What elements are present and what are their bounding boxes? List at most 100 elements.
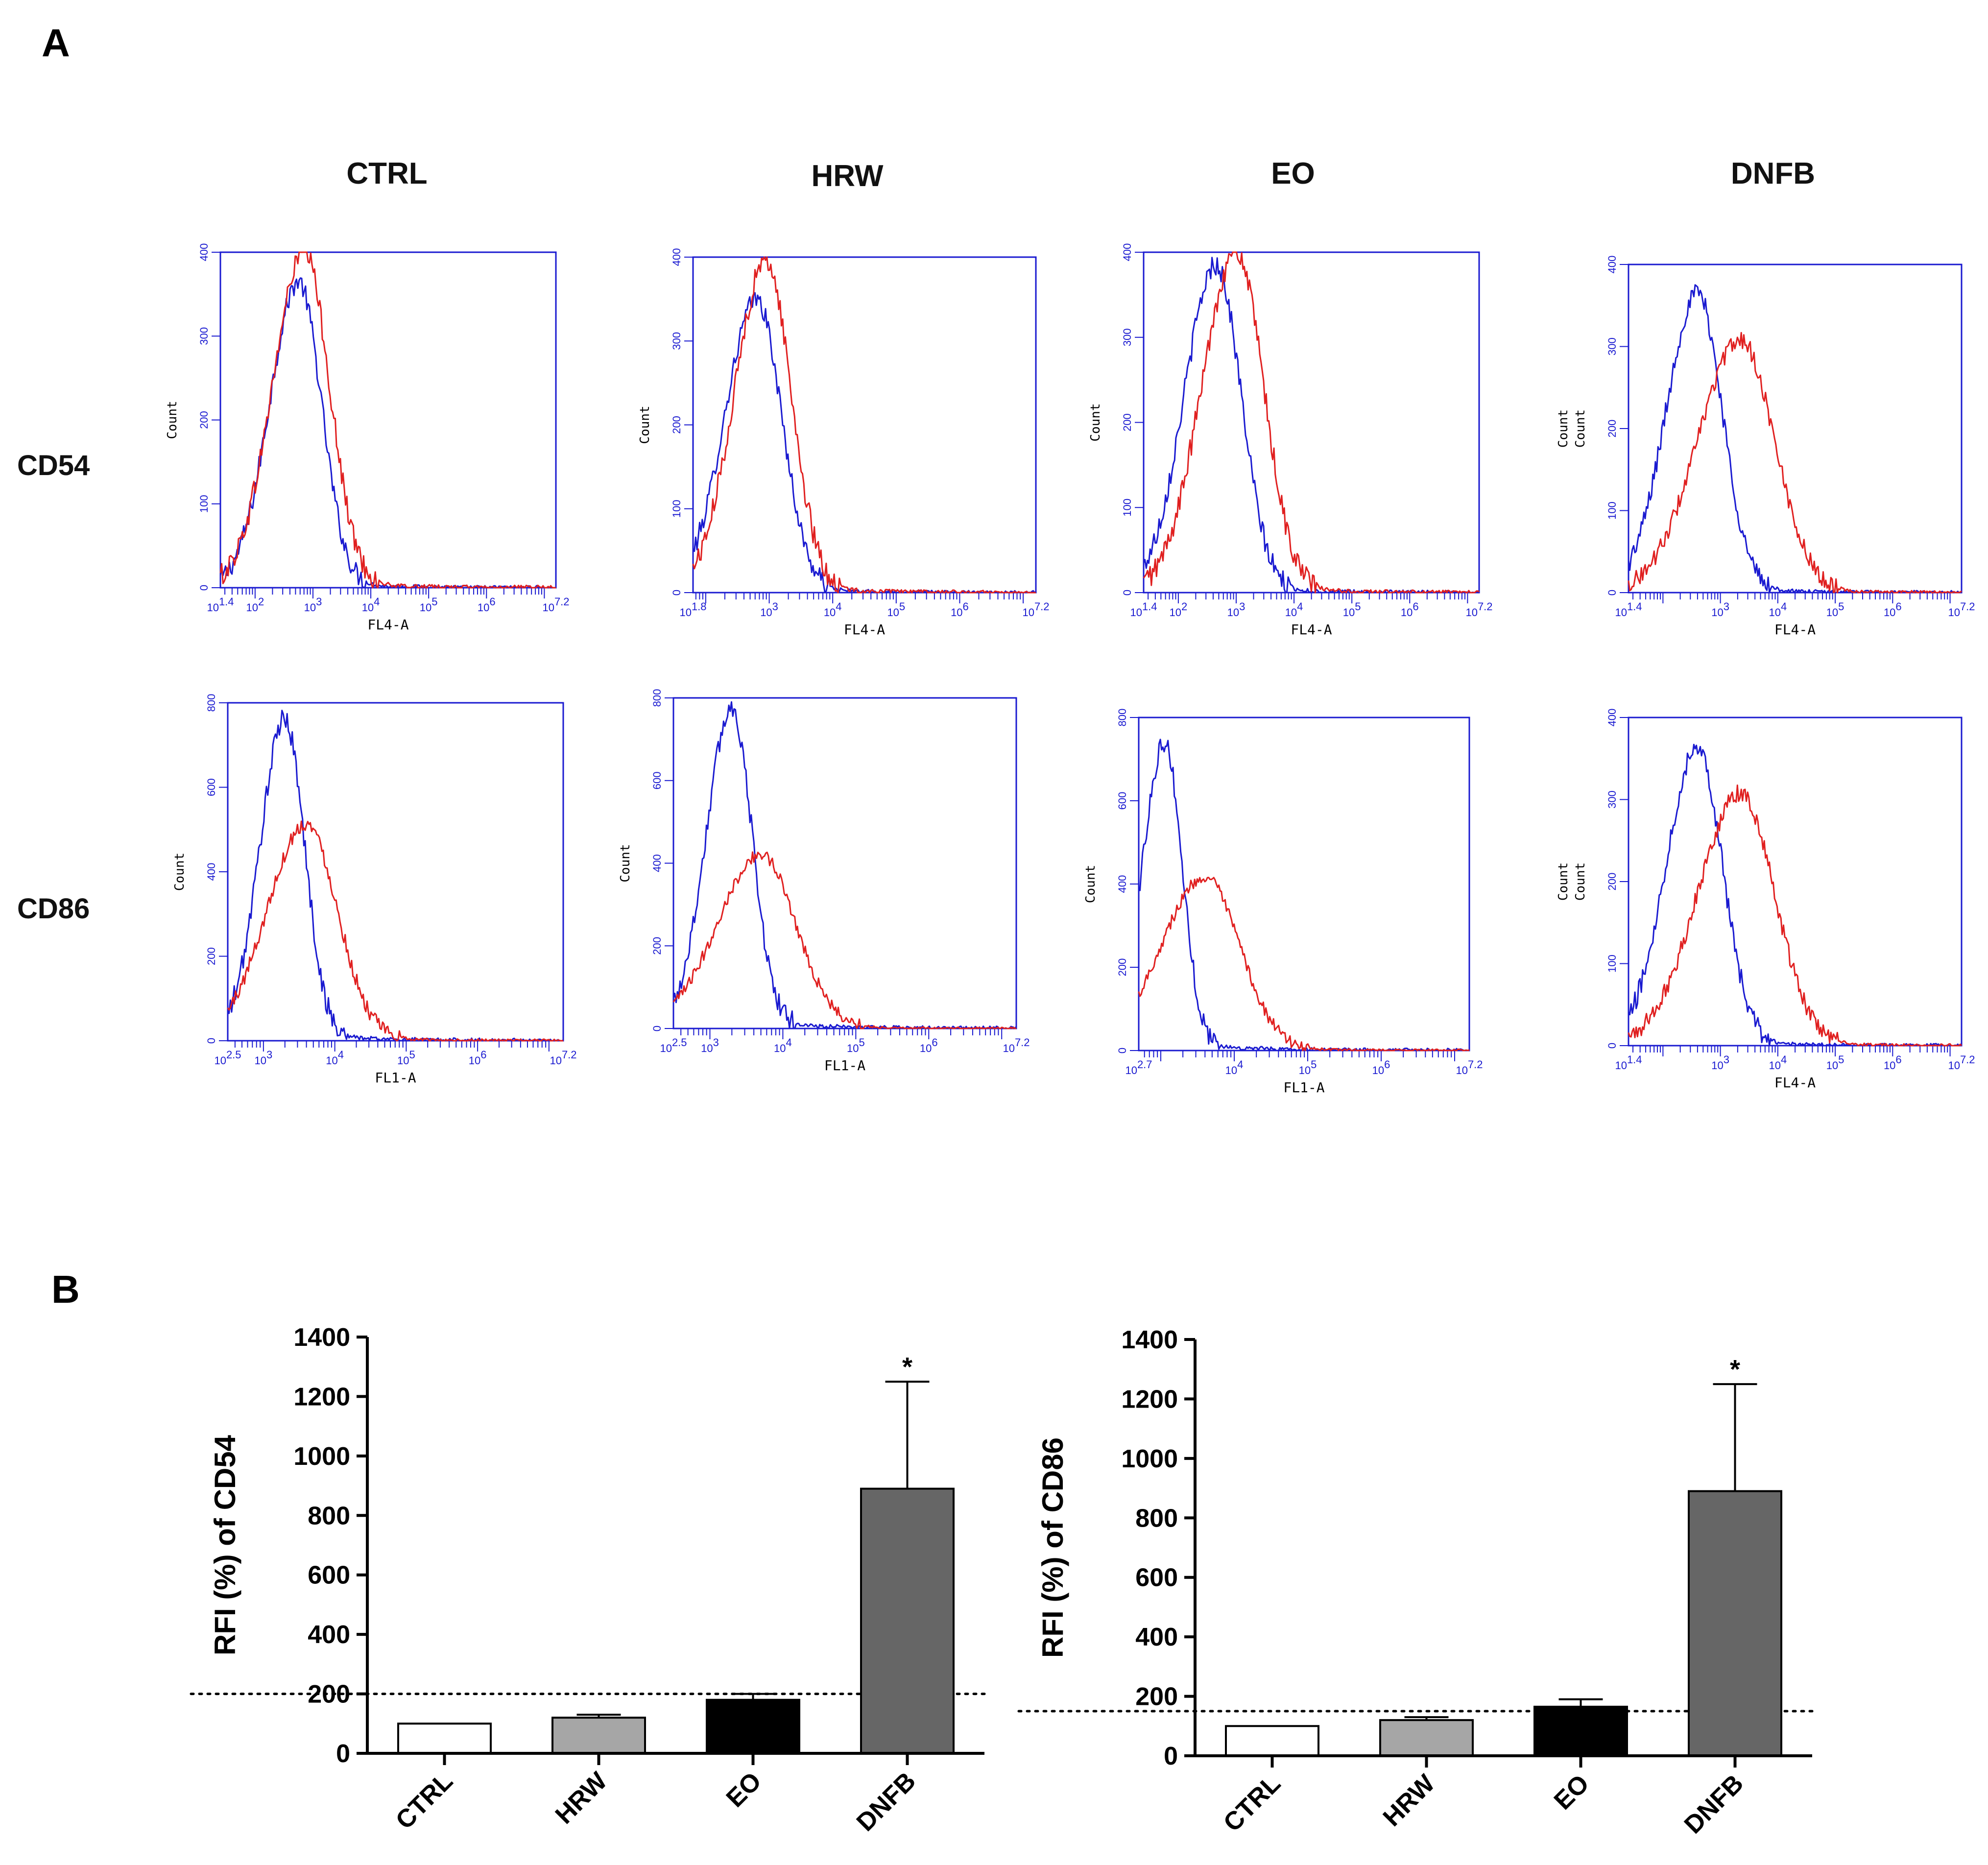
y-tick-label: 1400: [293, 1323, 350, 1352]
x-tick-label: 105: [1343, 600, 1361, 619]
y-tick-label: 400: [1606, 256, 1618, 274]
hist-cd54-hrw: 101.8 103 104 105 106 107.2 0 100 200 300 400 FL4-A…: [638, 248, 1050, 638]
y-tick-label: 400: [308, 1621, 350, 1649]
histogram-trace-stained: [1628, 784, 1963, 1047]
x-tick-label: 101.4: [207, 596, 234, 614]
x-tick-label: 102: [1169, 600, 1187, 619]
x-tick-label: 105: [887, 600, 905, 619]
y-tick-label: 0: [198, 585, 210, 591]
y-axis-label: Count: [638, 406, 652, 444]
y-tick-label: 400: [205, 863, 217, 881]
y-axis-label: Count: [165, 401, 180, 439]
x-tick-label: 107.2: [1948, 1053, 1975, 1072]
y-tick-label: 200: [1116, 958, 1128, 977]
y-axis-label: Count: [618, 844, 633, 882]
column-title-hrw: HRW: [812, 159, 884, 193]
x-tick-label: 106: [1401, 600, 1419, 619]
y-tick-label: 100: [1606, 502, 1618, 520]
row-title-cd54: CD54: [17, 450, 90, 481]
y-tick-label: 0: [671, 590, 683, 596]
hist-cd86-dnfb: 101.4 103 104 105 106 107.2 0 100 200 300 400 FL4-A…: [1556, 709, 1975, 1091]
x-tick-label: 104: [362, 596, 380, 614]
x-tick-label: 104: [1769, 600, 1787, 619]
x-tick-label: 104: [1225, 1058, 1244, 1076]
x-axis-label: FL4-A: [1774, 622, 1816, 638]
x-minor-ticks: [234, 1041, 550, 1052]
x-tick-label: 105: [1299, 1058, 1317, 1076]
y-tick-label: 300: [1121, 328, 1133, 346]
x-tick-label: 103: [1711, 600, 1729, 619]
y-axis-label: Count: [172, 853, 187, 891]
hist-cd54-eo: 101.4 102 103 104 105 106 107.2 0 100 200 300 400 FL…: [1088, 243, 1493, 638]
histogram-trace-stained: [672, 851, 1017, 1029]
y-axis-label: Count: [1088, 403, 1103, 441]
y-tick-label: 800: [205, 694, 217, 712]
y-axis-label: RFI (%) of CD54: [209, 1435, 241, 1655]
significance-marker: *: [1730, 1355, 1740, 1384]
x-axis-label: FL1-A: [1283, 1079, 1324, 1096]
column-title-dnfb: DNFB: [1731, 157, 1815, 191]
y-tick-label: 300: [198, 327, 210, 345]
y-tick-label: 300: [671, 332, 683, 350]
y-tick-label: 300: [1606, 790, 1618, 809]
x-tick-label: 106: [951, 600, 969, 619]
x-tick-label: 102.5: [214, 1049, 241, 1067]
hist-cd86-ctrl: 102.5 103 104 105 106 107.2 0 200 400 600 800 FL1-A…: [172, 694, 577, 1086]
x-tick-label: 105: [847, 1036, 865, 1054]
y-tick-label: 0: [1164, 1742, 1178, 1770]
x-tick-label: 106: [1884, 1053, 1902, 1072]
histogram-trace-stained: [219, 251, 556, 589]
column-title-eo: EO: [1271, 157, 1315, 191]
bar-hrw: [1379, 1719, 1474, 1757]
x-tick-label: 106: [1884, 600, 1902, 619]
x-tick-label: 103: [1711, 1053, 1729, 1072]
y-tick-label: 400: [651, 854, 663, 872]
x-axis-label: FL4-A: [1291, 622, 1332, 638]
bar-eo: [706, 1698, 800, 1755]
y-tick-label: 800: [1135, 1504, 1178, 1532]
x-tick-label: 104: [1285, 600, 1303, 619]
y-tick-label: 200: [1606, 420, 1618, 438]
hist-cd86-eo: 102.7 104 105 106 107.2 0 200 400 600 800 FL1-A Cou…: [1083, 709, 1483, 1096]
panel-a-letter: A: [42, 21, 70, 65]
y-tick-label: 100: [671, 500, 683, 518]
bar-eo: [1533, 1705, 1628, 1757]
x-axis-label: FL4-A: [367, 617, 408, 633]
x-tick-label: 106: [920, 1036, 938, 1054]
x-axis-label: FL4-A: [844, 622, 885, 638]
histogram-trace-isotype: [1628, 743, 1963, 1047]
y-tick-label: 400: [1121, 243, 1133, 262]
y-tick-label: 800: [1116, 709, 1128, 727]
y-tick-label: 1200: [293, 1383, 350, 1411]
x-tick-label: 102.5: [660, 1036, 687, 1054]
y-tick-label: 600: [1116, 792, 1128, 810]
y-tick-label: 600: [1135, 1564, 1178, 1592]
hist-cd54-ctrl: 101.4 102 103 104 105 106 107.2 0 100 200 300 400 FL…: [165, 243, 570, 633]
histogram-trace-stained: [1143, 251, 1480, 594]
x-axis-label: FL4-A: [1774, 1075, 1816, 1091]
y-tick-label: 800: [651, 689, 663, 707]
x-tick-label: 102: [246, 596, 264, 614]
x-minor-ticks: [1144, 1051, 1455, 1061]
x-tick-label: 105: [1826, 600, 1844, 619]
bar-dnfb: [860, 1487, 955, 1754]
x-tick-label: 105: [397, 1049, 415, 1067]
x-tick-label: 104: [824, 600, 842, 619]
y-axis-label: RFI (%) of CD86: [1036, 1437, 1069, 1658]
y-tick-label: 1200: [1121, 1385, 1178, 1413]
x-tick-label: 102.7: [1125, 1058, 1152, 1076]
x-tick-label: 107.2: [1003, 1036, 1030, 1054]
y-tick-label: 300: [1606, 337, 1618, 356]
x-tick-label: 106: [1372, 1058, 1390, 1076]
x-tick-label: 104: [774, 1036, 792, 1054]
x-tick-label: 103: [255, 1049, 273, 1067]
y-tick-label: 200: [1606, 873, 1618, 891]
y-tick-label: 200: [198, 411, 210, 429]
x-tick-label: 104: [326, 1049, 344, 1067]
bar-ctrl: [397, 1722, 492, 1754]
x-minor-ticks: [1632, 1046, 1951, 1056]
y-tick-label: 200: [651, 937, 663, 955]
y-axis-label: Count: [1083, 865, 1098, 903]
y-tick-label: 400: [198, 243, 210, 262]
x-tick-label: 106: [469, 1049, 487, 1067]
